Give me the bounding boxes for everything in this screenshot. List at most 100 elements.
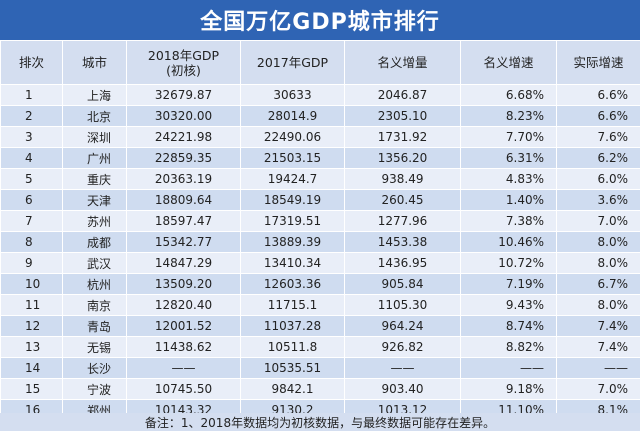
real-growth-cell: 8.0% bbox=[556, 294, 640, 316]
increment-cell: 2046.87 bbox=[344, 84, 461, 106]
real-growth-cell: 7.0% bbox=[556, 210, 640, 232]
increment-cell: 1277.96 bbox=[344, 210, 461, 232]
city-cell: 天津 bbox=[62, 189, 127, 211]
column-header: 名义增量 bbox=[344, 40, 461, 85]
increment-cell: 260.45 bbox=[344, 189, 461, 211]
rank-cell: 2 bbox=[0, 105, 63, 127]
nominal-growth-cell: —— bbox=[460, 357, 557, 379]
column-header: 实际增速 bbox=[556, 40, 640, 85]
city-cell: 青岛 bbox=[62, 315, 127, 337]
rank-cell: 15 bbox=[0, 378, 63, 400]
real-growth-cell: —— bbox=[556, 357, 640, 379]
increment-cell: —— bbox=[344, 357, 461, 379]
table-row: 3 深圳 24221.98 22490.06 1731.92 7.70% 7.6% bbox=[0, 126, 640, 148]
city-cell: 上海 bbox=[62, 84, 127, 106]
city-cell: 重庆 bbox=[62, 168, 127, 190]
city-cell: 武汉 bbox=[62, 252, 127, 274]
nominal-growth-cell: 7.19% bbox=[460, 273, 557, 295]
gdp-2017-cell: 11715.1 bbox=[240, 294, 345, 316]
real-growth-cell: 6.2% bbox=[556, 147, 640, 169]
gdp-2018-cell: 12001.52 bbox=[126, 315, 241, 337]
real-growth-cell: 7.4% bbox=[556, 336, 640, 358]
gdp-2018-cell: 32679.87 bbox=[126, 84, 241, 106]
real-growth-cell: 8.0% bbox=[556, 252, 640, 274]
gdp-2018-cell: 14847.29 bbox=[126, 252, 241, 274]
gdp-2018-cell: 13509.20 bbox=[126, 273, 241, 295]
city-cell: 苏州 bbox=[62, 210, 127, 232]
rank-cell: 13 bbox=[0, 336, 63, 358]
table-row: 9 武汉 14847.29 13410.34 1436.95 10.72% 8.0% bbox=[0, 252, 640, 274]
column-header: 2018年GDP (初核) bbox=[126, 40, 241, 85]
gdp-2017-cell: 10535.51 bbox=[240, 357, 345, 379]
nominal-growth-cell: 1.40% bbox=[460, 189, 557, 211]
rank-cell: 1 bbox=[0, 84, 63, 106]
gdp-2017-cell: 13410.34 bbox=[240, 252, 345, 274]
table-row: 11 南京 12820.40 11715.1 1105.30 9.43% 8.0% bbox=[0, 294, 640, 316]
gdp-2017-cell: 13889.39 bbox=[240, 231, 345, 253]
footnote: 备注：1、2018年数据均为初核数据，与最终数据可能存在差异。 bbox=[0, 413, 640, 431]
gdp-2018-cell: 24221.98 bbox=[126, 126, 241, 148]
table-row: 14 长沙 —— 10535.51 —— —— —— bbox=[0, 357, 640, 379]
table-row: 12 青岛 12001.52 11037.28 964.24 8.74% 7.4% bbox=[0, 315, 640, 337]
city-cell: 成都 bbox=[62, 231, 127, 253]
nominal-growth-cell: 7.38% bbox=[460, 210, 557, 232]
gdp-2017-cell: 17319.51 bbox=[240, 210, 345, 232]
nominal-growth-cell: 6.31% bbox=[460, 147, 557, 169]
table-row: 8 成都 15342.77 13889.39 1453.38 10.46% 8.0% bbox=[0, 231, 640, 253]
table-row: 15 宁波 10745.50 9842.1 903.40 9.18% 7.0% bbox=[0, 378, 640, 400]
rank-cell: 5 bbox=[0, 168, 63, 190]
rank-cell: 4 bbox=[0, 147, 63, 169]
city-cell: 宁波 bbox=[62, 378, 127, 400]
rank-cell: 12 bbox=[0, 315, 63, 337]
gdp-2017-cell: 11037.28 bbox=[240, 315, 345, 337]
page-title: 全国万亿GDP城市排行 bbox=[0, 0, 640, 40]
table-row: 13 无锡 11438.62 10511.8 926.82 8.82% 7.4% bbox=[0, 336, 640, 358]
nominal-growth-cell: 8.74% bbox=[460, 315, 557, 337]
rank-cell: 6 bbox=[0, 189, 63, 211]
increment-cell: 1436.95 bbox=[344, 252, 461, 274]
gdp-2017-cell: 22490.06 bbox=[240, 126, 345, 148]
table-row: 6 天津 18809.64 18549.19 260.45 1.40% 3.6% bbox=[0, 189, 640, 211]
rank-cell: 9 bbox=[0, 252, 63, 274]
gdp-2017-cell: 28014.9 bbox=[240, 105, 345, 127]
gdp-2018-cell: 18809.64 bbox=[126, 189, 241, 211]
real-growth-cell: 7.0% bbox=[556, 378, 640, 400]
nominal-growth-cell: 7.70% bbox=[460, 126, 557, 148]
nominal-growth-cell: 6.68% bbox=[460, 84, 557, 106]
nominal-growth-cell: 8.23% bbox=[460, 105, 557, 127]
real-growth-cell: 6.6% bbox=[556, 84, 640, 106]
nominal-growth-cell: 9.18% bbox=[460, 378, 557, 400]
increment-cell: 2305.10 bbox=[344, 105, 461, 127]
table-row: 4 广州 22859.35 21503.15 1356.20 6.31% 6.2% bbox=[0, 147, 640, 169]
real-growth-cell: 6.7% bbox=[556, 273, 640, 295]
gdp-2018-cell: 12820.40 bbox=[126, 294, 241, 316]
table-body: 1 上海 32679.87 30633 2046.87 6.68% 6.6% 2 北京 30320… bbox=[0, 84, 640, 421]
city-cell: 北京 bbox=[62, 105, 127, 127]
increment-cell: 926.82 bbox=[344, 336, 461, 358]
gdp-2018-cell: 22859.35 bbox=[126, 147, 241, 169]
rank-cell: 11 bbox=[0, 294, 63, 316]
real-growth-cell: 7.6% bbox=[556, 126, 640, 148]
increment-cell: 903.40 bbox=[344, 378, 461, 400]
gdp-2018-cell: 20363.19 bbox=[126, 168, 241, 190]
gdp-2018-cell: 30320.00 bbox=[126, 105, 241, 127]
increment-cell: 1453.38 bbox=[344, 231, 461, 253]
rank-cell: 8 bbox=[0, 231, 63, 253]
gdp-2017-cell: 9842.1 bbox=[240, 378, 345, 400]
city-cell: 广州 bbox=[62, 147, 127, 169]
rank-cell: 3 bbox=[0, 126, 63, 148]
gdp-2017-cell: 21503.15 bbox=[240, 147, 345, 169]
increment-cell: 938.49 bbox=[344, 168, 461, 190]
increment-cell: 905.84 bbox=[344, 273, 461, 295]
increment-cell: 964.24 bbox=[344, 315, 461, 337]
gdp-2018-cell: 15342.77 bbox=[126, 231, 241, 253]
rank-cell: 14 bbox=[0, 357, 63, 379]
real-growth-cell: 6.6% bbox=[556, 105, 640, 127]
real-growth-cell: 8.0% bbox=[556, 231, 640, 253]
table-row: 10 杭州 13509.20 12603.36 905.84 7.19% 6.7% bbox=[0, 273, 640, 295]
gdp-2017-cell: 12603.36 bbox=[240, 273, 345, 295]
gdp-2018-cell: 10745.50 bbox=[126, 378, 241, 400]
gdp-2017-cell: 19424.7 bbox=[240, 168, 345, 190]
